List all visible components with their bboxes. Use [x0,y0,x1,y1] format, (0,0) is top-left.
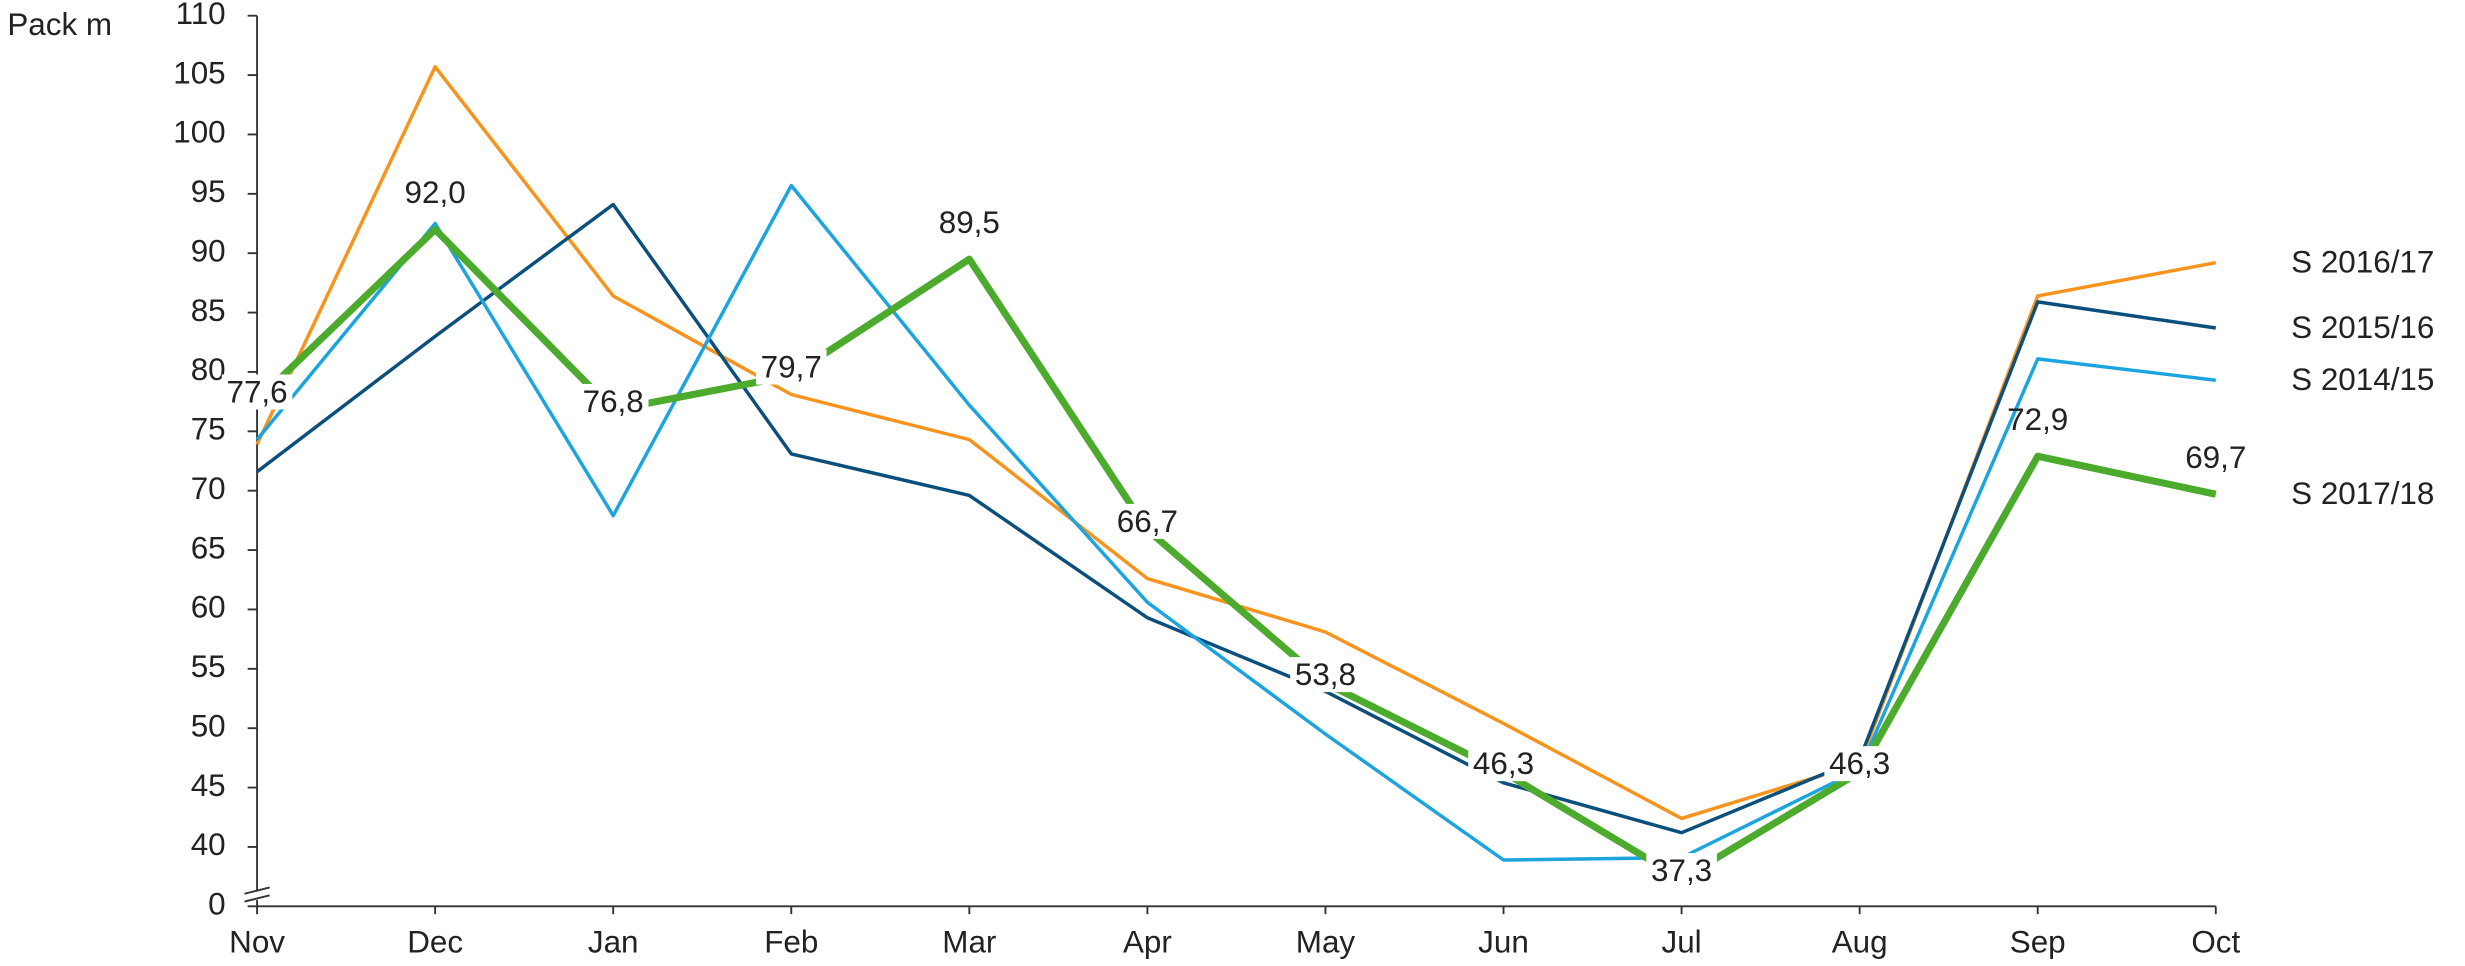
series-line [256,202,2217,835]
y-tick-label: 95 [191,174,226,209]
data-label-bg [1112,503,1183,539]
series-line [255,183,2216,862]
data-label: 92,0 [405,175,466,210]
data-labels: 77,6 92,0 76,8 79,7 89,5 66,7 53,8 46,3 37,3 46,3… [221,175,2246,889]
y-tick-label: 100 [173,115,225,150]
data-label: 46,3 [1473,746,1534,781]
y-tick-label: 40 [191,827,226,862]
x-tick-label: May [1296,924,1356,959]
data-label: 37,3 [1651,853,1712,888]
x-tick-label: Jun [1478,924,1529,959]
axis-break [244,894,270,903]
data-label-bg [755,349,827,385]
x-tick-label: Jul [1662,924,1702,959]
y-tick-label: 75 [191,412,226,447]
legend-label: S 2015/16 [2291,310,2434,345]
x-tick-label: Aug [1832,924,1888,959]
y-tick-label: 45 [191,768,226,803]
axis-break-gap [244,890,270,901]
series-line [255,65,2217,821]
data-label: 77,6 [227,374,288,409]
y-origin-label: 0 [208,887,225,922]
y-tick-label: 65 [191,530,226,565]
y-tick-label: 70 [191,471,226,506]
x-tick-label: Nov [229,924,285,959]
x-tick-label: Jan [588,924,639,959]
series-line [254,225,2217,883]
x-tick-label: Oct [2191,924,2240,959]
x-tick-label: Sep [2010,924,2066,959]
data-label: 76,8 [583,384,644,419]
x-tick-label: Apr [1123,924,1172,959]
data-label-bg [577,383,649,419]
data-label: 66,7 [1117,504,1178,539]
data-label-bg [221,374,293,410]
data-label: 69,7 [2185,440,2246,475]
y-tick-label: 80 [191,352,226,387]
y-axis-label: Pack m [7,7,112,42]
data-label: 72,9 [2007,402,2068,437]
x-tick-label: Feb [764,924,818,959]
y-tick-label: 110 [176,0,226,31]
y-tick-label: 50 [191,708,226,743]
data-label-bg [1290,657,1361,693]
axis-break [244,886,270,895]
y-tick-label: 85 [191,293,226,328]
data-label: 89,5 [939,205,1000,240]
y-tick-label: 105 [173,55,225,90]
x-tick-label: Dec [407,924,463,959]
data-label: 46,3 [1829,746,1890,781]
data-label-bg [1824,746,1895,782]
x-tick-label: Mar [942,924,996,959]
legend-label: S 2017/18 [2291,476,2434,511]
legend-label: S 2016/17 [2291,245,2434,280]
y-tick-label: 90 [191,233,226,268]
data-label-bg [1646,853,1717,889]
data-label-bg [1468,746,1539,782]
data-label: 53,8 [1295,657,1356,692]
y-tick-label: 60 [191,590,226,625]
legend-label: S 2014/15 [2291,362,2434,397]
data-label: 79,7 [761,350,822,385]
y-tick-label: 55 [191,649,226,684]
